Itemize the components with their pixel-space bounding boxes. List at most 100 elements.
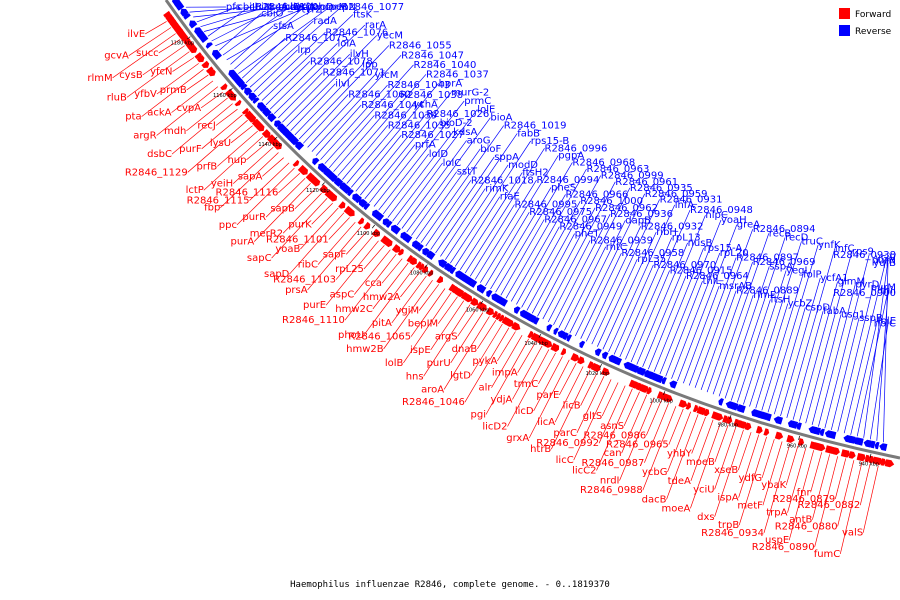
leader-line	[690, 422, 722, 509]
reverse-feature-arrow	[557, 330, 566, 339]
forward-feature-arrow	[492, 310, 498, 319]
leader-line	[464, 327, 510, 403]
reverse-gene-label: R2846_1044	[361, 100, 424, 111]
reverse-gene-label: radA	[313, 16, 337, 27]
forward-feature-arrow	[844, 450, 851, 458]
reverse-gene-label: R2846_0915	[670, 266, 733, 277]
forward-gene-label: yciU	[693, 484, 715, 495]
leader-line	[671, 252, 721, 379]
forward-feature-arrow	[714, 412, 724, 421]
leader-line	[712, 233, 770, 395]
reverse-gene-label: R2846_0961	[615, 177, 678, 188]
leader-line	[186, 97, 228, 132]
leader-line	[837, 460, 855, 527]
forward-gene-label: hmw2A	[363, 292, 401, 303]
forward-feature-arrow	[703, 408, 710, 417]
forward-gene-label: fumC	[814, 549, 841, 560]
forward-gene-label: yfbV	[134, 89, 157, 100]
forward-feature-arrow	[797, 438, 805, 446]
leader-line	[512, 345, 543, 400]
reverse-feature-arrow	[248, 92, 258, 102]
leader-line	[311, 55, 402, 152]
leader-line	[171, 103, 233, 155]
reverse-gene-label: R2846_0966	[566, 189, 629, 200]
leader-line	[290, 83, 336, 131]
leader-line	[193, 6, 285, 18]
leader-line	[859, 463, 871, 506]
leader-line	[576, 376, 605, 433]
kbp-tick-label: 1080 kbp	[410, 271, 434, 277]
leader-line	[311, 202, 333, 225]
leader-line	[714, 424, 729, 463]
reverse-feature-arrow	[335, 179, 344, 187]
forward-feature-arrow	[880, 458, 887, 466]
forward-feature-arrow	[511, 321, 521, 331]
leader-line	[619, 237, 673, 358]
leader-line	[792, 311, 824, 420]
leader-line	[601, 382, 619, 417]
forward-feature-arrow	[678, 399, 688, 408]
reverse-gene-label: kdsA	[453, 127, 477, 138]
leader-line	[547, 240, 591, 323]
leader-line	[706, 261, 753, 393]
forward-gene-label: purA	[231, 237, 255, 248]
reverse-gene-label: cbiK	[285, 2, 307, 13]
forward-gene-label: mdh	[164, 126, 186, 137]
forward-gene-label: purF	[179, 144, 202, 155]
leader-line	[333, 94, 401, 172]
forward-gene-label: hmw2C	[335, 304, 373, 315]
forward-gene-label: R2846_0890	[752, 542, 815, 553]
leader-line	[682, 285, 720, 384]
reverse-feature-arrow	[200, 35, 209, 43]
forward-feature-arrow	[692, 404, 699, 413]
kbp-tick-mark	[274, 136, 278, 141]
reverse-gene-label: R2846_0964	[686, 271, 749, 282]
reverse-feature-arrow	[553, 327, 559, 335]
kbp-tick-mark	[371, 224, 375, 229]
forward-gene-label: ydfG	[739, 473, 763, 484]
leader-line	[537, 352, 556, 385]
forward-feature-arrow	[346, 208, 355, 217]
reverse-feature-arrow	[529, 315, 537, 323]
leader-line	[619, 397, 655, 481]
leader-line	[500, 219, 545, 296]
leader-line	[346, 104, 414, 184]
leader-line	[383, 279, 433, 350]
reverse-feature-arrow	[197, 31, 207, 41]
forward-gene-label: parC	[553, 428, 577, 439]
forward-gene-label: R2846_1116	[216, 188, 279, 199]
leader-line	[337, 74, 427, 176]
reverse-gene-label: R2846_0889	[736, 286, 799, 297]
forward-feature-arrow	[371, 228, 380, 237]
forward-feature-arrow	[587, 361, 594, 369]
leader-line	[226, 6, 319, 61]
kbp-tick-label: 1160 kbp	[213, 93, 237, 99]
leader-line	[196, 6, 238, 23]
reverse-gene-label: R2846_0931	[660, 194, 723, 205]
leader-line	[450, 140, 531, 264]
reverse-gene-label: greA	[737, 220, 760, 231]
reverse-feature-arrow	[343, 186, 352, 194]
forward-feature-arrow	[234, 99, 242, 107]
leader-line	[145, 21, 167, 35]
reverse-gene-label: ihfA	[675, 200, 695, 211]
reverse-feature-arrow	[240, 83, 248, 91]
leader-line	[141, 69, 204, 117]
reverse-feature-arrow	[358, 199, 368, 208]
leader-line	[834, 458, 847, 499]
leader-line	[418, 284, 440, 311]
forward-feature-arrow	[241, 107, 249, 115]
leader-line	[411, 171, 457, 236]
reverse-gene-label: R2846_1071	[323, 68, 386, 79]
reverse-feature-arrow	[738, 405, 746, 413]
reverse-gene-label: rps15-A	[704, 243, 743, 254]
forward-feature-arrow	[685, 402, 691, 410]
leader-line	[642, 215, 706, 368]
reverse-gene-label: sstT	[457, 167, 478, 178]
leader-line	[785, 445, 799, 486]
forward-feature-arrow	[498, 314, 505, 322]
leader-line	[289, 212, 345, 275]
forward-feature-arrow	[227, 91, 237, 101]
forward-gene-label: licC2	[572, 466, 596, 477]
leader-line	[328, 115, 375, 169]
